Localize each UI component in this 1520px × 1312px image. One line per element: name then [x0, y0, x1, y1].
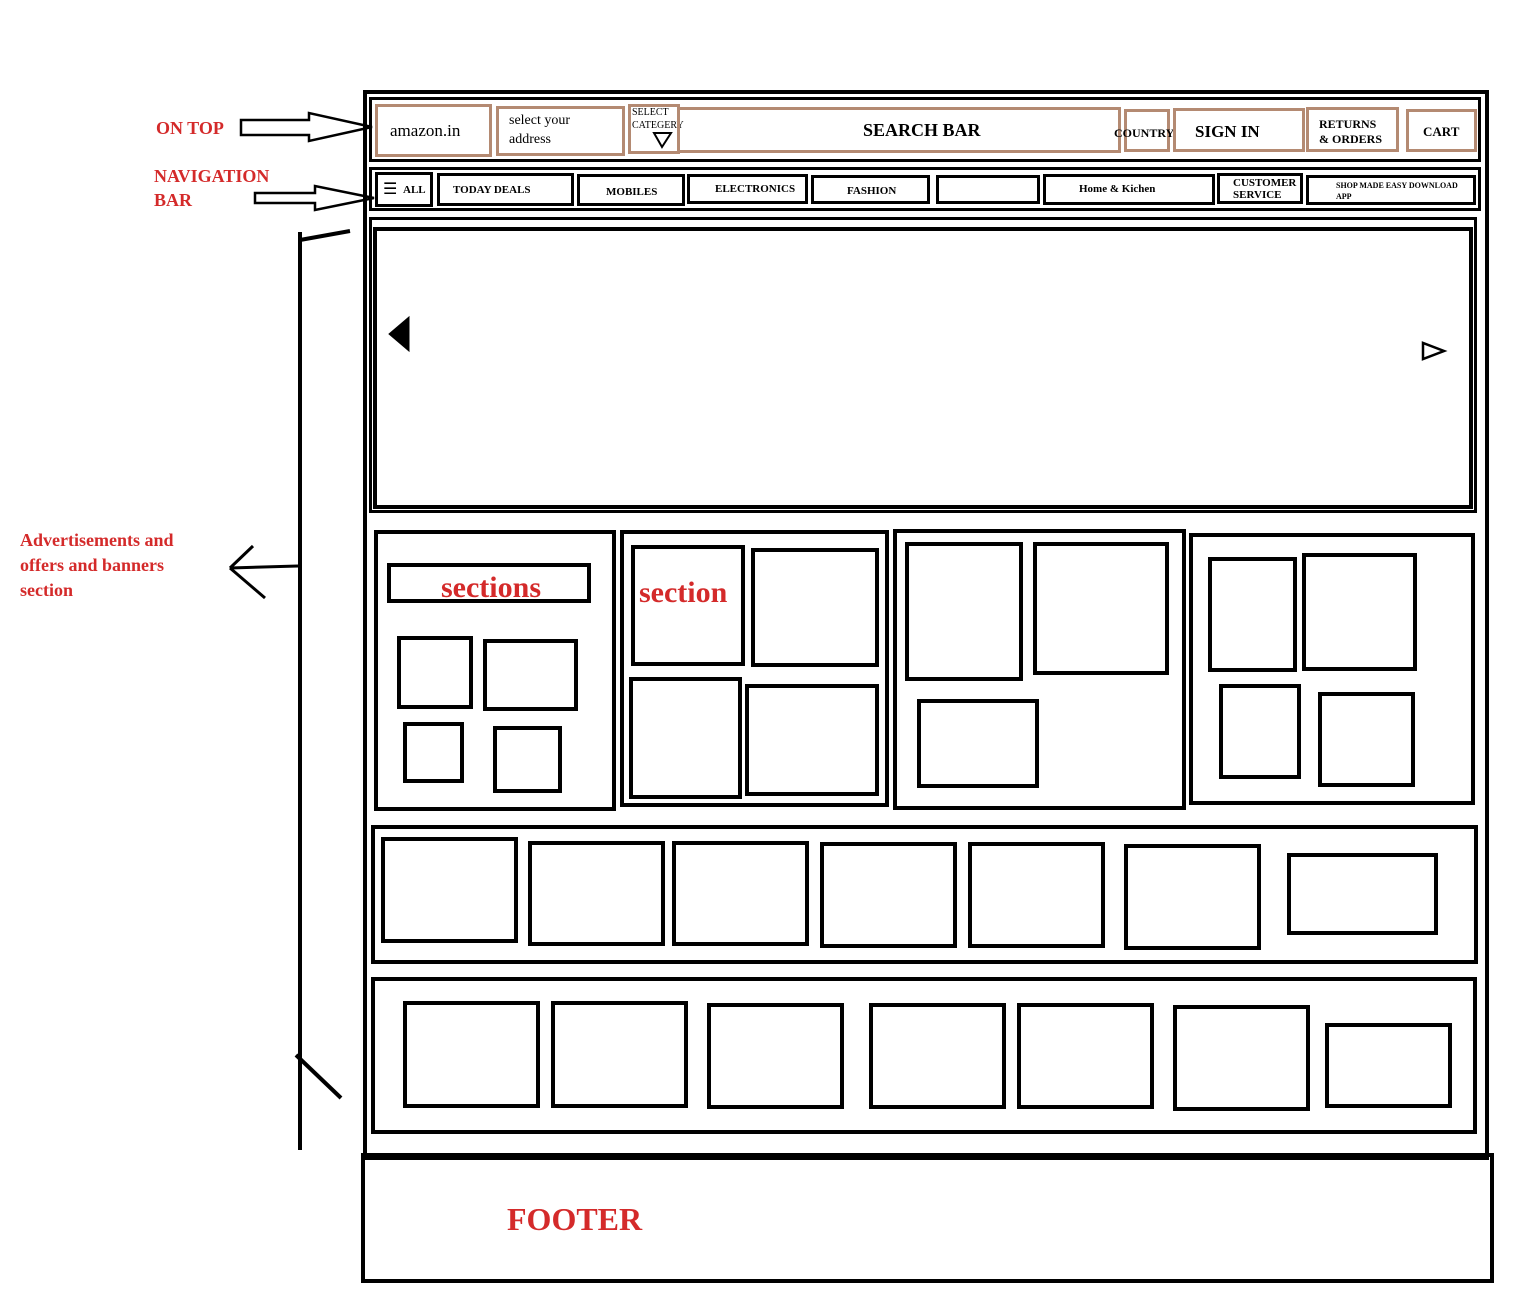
product-card[interactable] — [869, 1003, 1006, 1109]
nav-all-button[interactable]: ☰ ALL — [375, 172, 433, 207]
hero-carousel — [373, 227, 1473, 509]
nav-item-fashion[interactable]: FASHION — [811, 175, 930, 204]
section-label-sections: sections — [441, 571, 541, 604]
section-tile[interactable] — [483, 639, 578, 711]
annotation-on-top: ON TOP — [156, 118, 224, 138]
section-tile[interactable] — [751, 548, 879, 667]
address-line-2: address — [509, 132, 551, 147]
section-tile[interactable] — [1033, 542, 1169, 675]
product-card[interactable] — [1287, 853, 1438, 935]
nav-item-label: SERVICE — [1233, 189, 1282, 201]
section-tile[interactable] — [629, 677, 742, 799]
annotation-ads-2: offers and banners — [20, 555, 165, 575]
nav-item-download-app[interactable]: SHOP MADE EASY DOWNLOAD APP — [1306, 175, 1476, 205]
nav-item-label: FASHION — [847, 185, 897, 197]
sign-in-label: SIGN IN — [1195, 122, 1260, 141]
section-tile[interactable] — [397, 636, 473, 709]
nav-all-label: ALL — [403, 184, 426, 196]
product-card[interactable] — [528, 841, 665, 946]
section-tile[interactable] — [631, 545, 745, 666]
section-panel-1-header[interactable] — [387, 563, 591, 603]
nav-item-label: Home & Kichen — [1079, 183, 1156, 195]
nav-item-label: APP — [1336, 192, 1352, 201]
product-card[interactable] — [1325, 1023, 1452, 1108]
section-label-section: section — [639, 576, 728, 609]
section-tile[interactable] — [1208, 557, 1297, 672]
section-tile[interactable] — [1219, 684, 1301, 779]
arrow-nav-icon — [253, 184, 375, 212]
chevron-down-icon — [652, 132, 673, 149]
address-line-1: select your — [509, 113, 571, 128]
cart-button[interactable]: CART — [1406, 109, 1477, 152]
section-tile[interactable] — [493, 726, 562, 793]
product-card[interactable] — [403, 1001, 540, 1108]
carousel-next-icon[interactable] — [1420, 340, 1450, 370]
category-line-2: CATEGERY — [632, 120, 684, 131]
section-tile[interactable] — [905, 542, 1023, 681]
returns-orders-button[interactable]: RETURNS & ORDERS — [1306, 107, 1399, 152]
product-card[interactable] — [1124, 844, 1261, 950]
search-bar-label: SEARCH BAR — [863, 120, 981, 140]
address-box[interactable]: select your address — [496, 106, 625, 156]
product-card[interactable] — [1017, 1003, 1154, 1109]
category-line-1: SELECT — [632, 107, 669, 118]
nav-item-empty[interactable] — [936, 175, 1040, 204]
nav-item-electronics[interactable]: ELECTRONICS — [687, 174, 808, 204]
logo-box[interactable]: amazon.in — [375, 104, 492, 157]
logo-text: amazon.in — [390, 121, 461, 140]
product-card[interactable] — [672, 841, 809, 946]
product-card[interactable] — [707, 1003, 844, 1109]
section-tile[interactable] — [403, 722, 464, 783]
annotation-navigation: NAVIGATION — [154, 166, 270, 186]
annotation-bar: BAR — [154, 190, 193, 210]
product-card[interactable] — [381, 837, 518, 943]
product-row-1 — [371, 825, 1478, 964]
country-label: COUNTRY — [1114, 126, 1175, 140]
bracket-bottom — [294, 1053, 343, 1100]
arrow-on-top-icon — [239, 111, 373, 143]
hamburger-icon: ☰ — [383, 179, 398, 198]
section-panel-4 — [1189, 533, 1475, 805]
product-card[interactable] — [820, 842, 957, 948]
section-panel-1 — [374, 530, 616, 811]
section-tile[interactable] — [1318, 692, 1415, 787]
footer-label: FOOTER — [507, 1201, 643, 1237]
page-frame — [363, 90, 1489, 1160]
nav-item-customer-service[interactable]: CUSTOMER SERVICE — [1217, 173, 1303, 204]
nav-item-label: TODAY DEALS — [453, 184, 531, 196]
annotation-ads-1: Advertisements and — [20, 530, 174, 550]
nav-item-label: CUSTOMER — [1233, 177, 1297, 189]
sign-in-button[interactable]: SIGN IN — [1173, 108, 1305, 152]
annotation-ads-3: section — [20, 580, 73, 600]
nav-item-label: ELECTRONICS — [715, 183, 796, 195]
product-card[interactable] — [1173, 1005, 1310, 1111]
nav-item-mobiles[interactable]: MOBILES — [577, 174, 685, 206]
product-row-2 — [371, 977, 1477, 1134]
carousel-prev-icon[interactable] — [385, 315, 415, 355]
nav-item-label: MOBILES — [606, 186, 658, 198]
footer: FOOTER — [361, 1153, 1494, 1283]
product-card[interactable] — [551, 1001, 688, 1108]
country-selector[interactable]: COUNTRY — [1114, 109, 1174, 152]
product-card[interactable] — [968, 842, 1105, 948]
cart-label: CART — [1423, 124, 1460, 139]
returns-line-2: & ORDERS — [1319, 132, 1383, 146]
search-bar[interactable]: SEARCH BAR — [677, 107, 1121, 153]
section-tile[interactable] — [745, 684, 879, 796]
section-panel-2 — [620, 530, 889, 807]
nav-item-label: SHOP MADE EASY DOWNLOAD — [1336, 181, 1458, 190]
section-panel-3 — [893, 529, 1186, 810]
category-dropdown[interactable]: SELECT CATEGERY — [628, 104, 684, 154]
nav-item-today-deals[interactable]: TODAY DEALS — [437, 173, 574, 206]
hero-carousel-outer — [369, 217, 1477, 513]
nav-item-home-kitchen[interactable]: Home & Kichen — [1043, 174, 1215, 205]
returns-line-1: RETURNS — [1319, 117, 1377, 131]
section-tile[interactable] — [917, 699, 1039, 788]
nav-bar — [369, 167, 1481, 211]
bracket-top — [299, 229, 351, 242]
section-tile[interactable] — [1302, 553, 1417, 671]
top-bar — [369, 97, 1481, 162]
